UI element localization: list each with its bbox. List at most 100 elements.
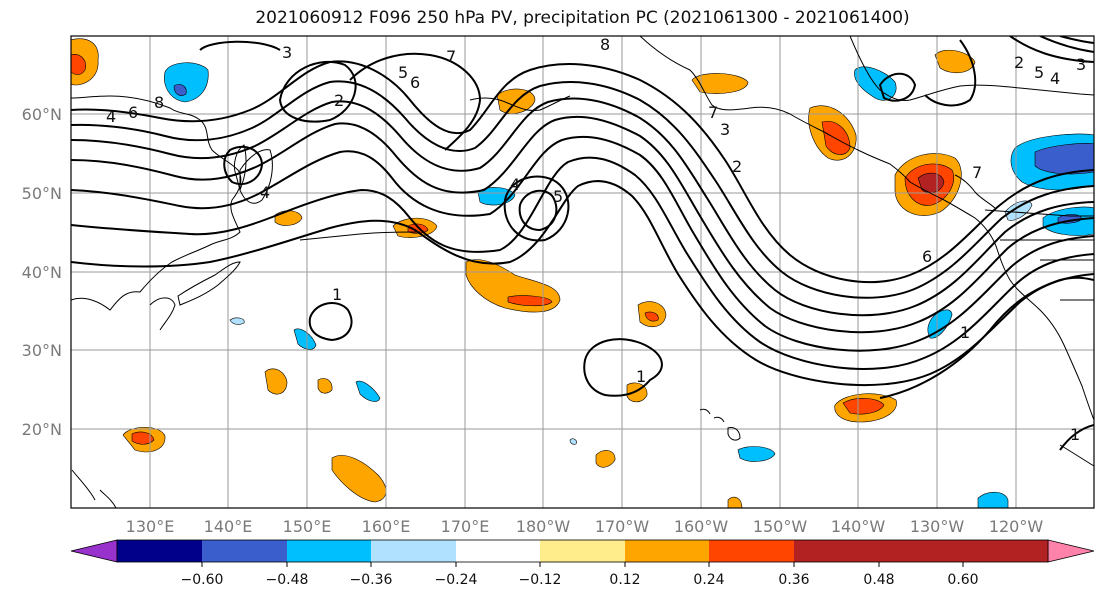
coastline-hawaii — [699, 408, 741, 441]
anomaly-patch — [644, 311, 659, 322]
anomaly-patch — [229, 317, 245, 325]
contour-label: 4 — [510, 175, 520, 194]
lon-label: 170°E — [441, 517, 490, 536]
colorbar-segment — [540, 540, 625, 562]
pv-contour — [199, 40, 281, 51]
pv-contour — [878, 72, 917, 102]
colorbar-tick-labels: −0.60 −0.48 −0.36 −0.24 −0.12 0.12 0.24 … — [181, 572, 979, 588]
contour-label: 3 — [1076, 55, 1086, 74]
colorbar-segment — [117, 540, 202, 562]
anomaly-patch — [727, 496, 743, 508]
anomaly-patch — [691, 73, 749, 94]
colorbar-tick-label: 0.60 — [947, 572, 978, 588]
anomaly-patch — [264, 368, 288, 395]
contour-label: 6 — [410, 73, 420, 92]
coastline-arctic — [849, 36, 1094, 101]
coastline-philippines — [71, 469, 117, 508]
anomaly-patch — [821, 121, 851, 155]
precip-negative-anomalies — [164, 62, 1094, 508]
lon-label: 130°W — [910, 517, 965, 536]
pv-contour — [71, 156, 1094, 370]
chart-title: 2021060912 F096 250 hPa PV, precipitatio… — [255, 8, 910, 28]
lat-label: 50°N — [22, 184, 62, 203]
contour-label: 3 — [720, 120, 730, 139]
contour-label: 1 — [960, 323, 970, 342]
lon-label: 160°E — [362, 517, 411, 536]
anomaly-patch — [1034, 143, 1094, 175]
contour-label: 2 — [1014, 53, 1024, 72]
us-border — [984, 209, 1094, 301]
colorbar-tick-label: −0.48 — [266, 572, 309, 588]
pv-contour — [924, 39, 977, 107]
contour-label: 4 — [260, 183, 270, 202]
anomaly-patch — [842, 398, 885, 415]
anomaly-patch — [1004, 200, 1033, 221]
pv-contour — [71, 80, 1094, 299]
colorbar-segment — [879, 540, 963, 562]
colorbar-segment — [963, 540, 1048, 562]
latitude-labels: 60°N 50°N 40°N 30°N 20°N — [22, 105, 62, 439]
coastline-north-america — [909, 181, 1094, 421]
pv-contour — [71, 180, 1094, 387]
colorbar-segment — [625, 540, 709, 562]
anomaly-patch — [934, 49, 976, 74]
anomaly-patch — [507, 295, 553, 307]
contour-label: 1 — [636, 367, 646, 386]
contour-label: 5 — [398, 63, 408, 82]
lat-label: 30°N — [22, 341, 62, 360]
anomaly-patch — [927, 309, 953, 339]
anomaly-patch — [173, 84, 187, 96]
pv-contour — [278, 60, 357, 123]
contour-label: 4 — [1050, 69, 1060, 88]
lon-label: 120°W — [989, 517, 1044, 536]
coastline-bering — [469, 95, 571, 111]
anomaly-patch — [131, 431, 155, 445]
pv-contours — [71, 36, 1094, 451]
coastline-alaska — [639, 36, 911, 183]
contour-label: 6 — [922, 247, 932, 266]
colorbar-tick-label: 0.36 — [778, 572, 809, 588]
pv-contour — [879, 276, 1094, 399]
pv-contour — [1059, 424, 1094, 451]
pv-contour — [71, 97, 1094, 317]
coastline-aleutians — [299, 231, 421, 241]
contour-label: 6 — [128, 103, 138, 122]
anomaly-patch — [569, 438, 577, 445]
precip-anomaly-shading — [71, 38, 1094, 508]
lon-label: 170°W — [595, 517, 650, 536]
colorbar-segment — [202, 540, 287, 562]
contour-label: 8 — [600, 35, 610, 54]
colorbar-tick-label: 0.48 — [863, 572, 894, 588]
pv-contour — [71, 115, 1094, 334]
lon-label: 160°W — [674, 517, 729, 536]
contour-label: 7 — [708, 103, 718, 122]
map-panel: 3 8 7 6 5 2 4 6 8 4 5 1 1 7 3 2 4 6 7 1 — [70, 35, 1095, 509]
anomaly-patch — [293, 328, 317, 350]
lat-label: 60°N — [22, 105, 62, 124]
pv-contour — [71, 60, 1094, 284]
graticule — [71, 36, 1094, 508]
colorbar-tick-label: 0.24 — [693, 572, 724, 588]
contour-label: 7 — [972, 163, 982, 182]
colorbar-ticks — [201, 562, 964, 567]
pv-contour — [1009, 36, 1094, 63]
lon-label: 150°W — [753, 517, 808, 536]
contour-label: 2 — [732, 157, 742, 176]
lon-label: 140°W — [831, 517, 886, 536]
anomaly-patch — [977, 491, 1009, 508]
contour-labels: 3 8 7 6 5 2 4 6 8 4 5 1 1 7 3 2 4 6 7 1 — [106, 35, 1086, 444]
precip-positive-anomalies — [71, 38, 976, 508]
contour-label: 8 — [154, 93, 164, 112]
colorbar-tick-label: −0.60 — [181, 572, 224, 588]
colorbar-outline — [116, 539, 1049, 563]
pv-contour — [308, 302, 353, 342]
lon-label: 140°E — [204, 517, 253, 536]
colorbar-extend-left — [70, 539, 118, 563]
colorbar-segment — [709, 540, 794, 562]
pv-contour — [349, 52, 482, 151]
coastline-sakhalin — [233, 144, 247, 192]
pv-contour — [518, 189, 558, 232]
colorbar-segment — [371, 540, 456, 562]
colorbar-tick-label: 0.12 — [609, 572, 640, 588]
colorbar-tick-label: −0.36 — [350, 572, 393, 588]
